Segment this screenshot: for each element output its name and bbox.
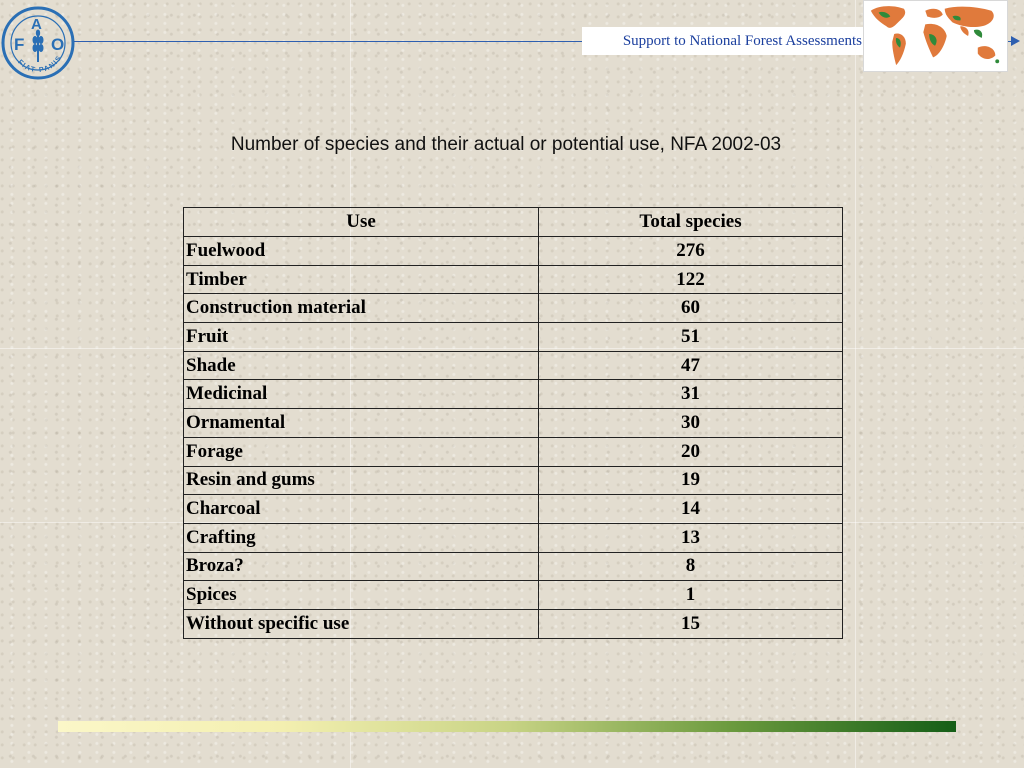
table-row: Ornamental 30	[183, 408, 843, 438]
table-row: Spices 1	[183, 580, 843, 610]
arrow-right-icon	[1011, 36, 1020, 46]
total-cell: 14	[538, 494, 843, 524]
total-cell: 60	[538, 293, 843, 324]
footer-gradient-bar	[58, 721, 956, 732]
table-row: Forage 20	[183, 436, 843, 467]
logo-letter-f: F	[14, 35, 24, 54]
column-header-use: Use	[183, 207, 539, 237]
use-cell: Broza?	[183, 551, 539, 582]
logo-letter-a: A	[31, 16, 42, 33]
table-row: Broza? 8	[183, 551, 843, 582]
use-cell: Fruit	[183, 322, 539, 352]
world-map-icon	[863, 0, 1008, 72]
use-cell: Construction material	[183, 293, 539, 324]
page-title: Number of species and their actual or po…	[230, 134, 782, 155]
use-cell: Fuelwood	[183, 236, 539, 266]
table-row: Construction material 60	[183, 293, 843, 324]
table-row: Without specific use 15	[183, 608, 843, 639]
total-cell: 1	[538, 580, 843, 610]
table-row: Fruit 51	[183, 322, 843, 352]
use-cell: Without specific use	[183, 608, 539, 639]
total-cell: 47	[538, 350, 843, 381]
logo-letter-o: O	[51, 35, 64, 54]
fao-wheat-logo-icon: F A O FIAT PANIS	[1, 6, 75, 80]
table-row: Shade 47	[183, 350, 843, 381]
table-row: Crafting 13	[183, 522, 843, 553]
table-header-row: Use Total species	[183, 207, 843, 237]
use-cell: Shade	[183, 350, 539, 381]
total-cell: 15	[538, 608, 843, 639]
table-row: Timber 122	[183, 264, 843, 295]
total-cell: 8	[538, 551, 843, 582]
total-cell: 13	[538, 522, 843, 553]
use-cell: Spices	[183, 580, 539, 610]
use-cell: Ornamental	[183, 408, 539, 438]
table-row: Resin and gums 19	[183, 465, 843, 496]
total-cell: 51	[538, 322, 843, 352]
table-row: Fuelwood 276	[183, 236, 843, 266]
table-row: Charcoal 14	[183, 494, 843, 524]
use-cell: Timber	[183, 264, 539, 295]
header-rule	[74, 41, 582, 42]
total-cell: 20	[538, 436, 843, 467]
use-cell: Crafting	[183, 522, 539, 553]
column-header-total-species: Total species	[538, 207, 843, 237]
total-cell: 122	[538, 264, 843, 295]
use-cell: Forage	[183, 436, 539, 467]
use-cell: Resin and gums	[183, 465, 539, 496]
use-cell: Charcoal	[183, 494, 539, 524]
total-cell: 276	[538, 236, 843, 266]
species-use-table: Use Total species Fuelwood 276 Timber 12…	[183, 207, 843, 639]
total-cell: 31	[538, 379, 843, 410]
total-cell: 19	[538, 465, 843, 496]
total-cell: 30	[538, 408, 843, 438]
use-cell: Medicinal	[183, 379, 539, 410]
banner: Support to National Forest Assessments	[582, 27, 868, 55]
table-row: Medicinal 31	[183, 379, 843, 410]
banner-text: Support to National Forest Assessments	[622, 32, 862, 49]
